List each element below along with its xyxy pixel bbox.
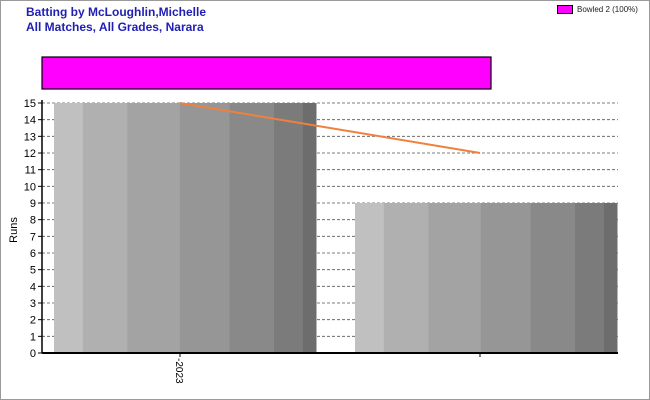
legend-label: Bowled 2 (100%)	[577, 5, 638, 14]
y-tick-label: 13	[24, 131, 36, 143]
x-tick-label: -2023	[173, 358, 184, 384]
y-tick-label: 0	[30, 348, 36, 360]
y-tick-label: 1	[30, 331, 36, 343]
chart-title: Batting by McLoughlin,Michelle	[26, 5, 206, 19]
y-axis-label: Runs	[8, 217, 20, 243]
y-tick-label: 6	[30, 248, 36, 260]
y-tick-label: 14	[24, 115, 36, 127]
dismissal-bar-bowled	[41, 56, 492, 90]
legend-swatch	[557, 5, 573, 14]
y-tick-label: 3	[30, 298, 36, 310]
bar-2	[355, 203, 618, 353]
y-tick-label: 8	[30, 215, 36, 227]
y-tick-label: 9	[30, 198, 36, 210]
y-tick-label: 11	[25, 165, 36, 177]
y-tick-label: 15	[24, 98, 36, 110]
y-tick-label: 4	[30, 281, 36, 293]
y-tick-label: 2	[30, 315, 36, 327]
y-tick-label: 10	[24, 181, 36, 193]
y-tick-label: 5	[30, 265, 36, 277]
y-tick-label: 12	[24, 148, 36, 160]
chart-subtitle: All Matches, All Grades, Narara	[26, 20, 204, 34]
y-tick-label: 7	[30, 231, 36, 243]
legend: Bowled 2 (100%)	[557, 5, 638, 14]
trend-line	[179, 102, 481, 154]
bar-1	[54, 103, 317, 353]
